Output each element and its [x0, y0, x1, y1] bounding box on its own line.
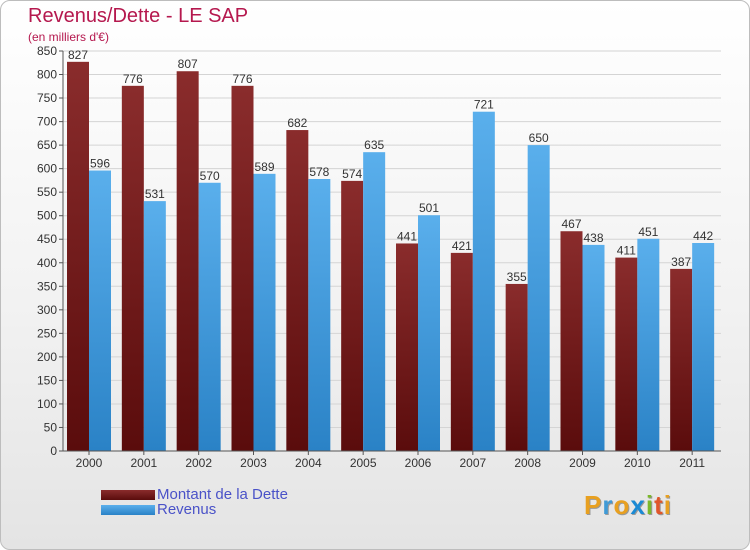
- bar-dette-value-label: 682: [287, 116, 307, 130]
- y-tick-label: 550: [37, 185, 57, 199]
- chart-subtitle: (en milliers d'€): [28, 30, 109, 44]
- logo-letter: P: [584, 490, 603, 520]
- bar-revenus-value-label: 578: [309, 165, 329, 179]
- bar-dette-value-label: 387: [671, 255, 691, 269]
- x-tick-label: 2000: [76, 456, 103, 470]
- bar-dette: [615, 257, 638, 451]
- bar-dette: [176, 71, 199, 451]
- legend-item-dette: Montant de la Dette: [101, 487, 288, 502]
- y-tick-label: 0: [50, 444, 57, 458]
- y-tick-label: 50: [44, 420, 58, 434]
- bar-dette-value-label: 807: [178, 57, 198, 71]
- bar-revenus: [582, 244, 605, 451]
- bar-revenus: [637, 238, 660, 451]
- bar-dette: [670, 268, 693, 451]
- y-tick-label: 700: [37, 115, 57, 129]
- x-tick-label: 2005: [350, 456, 377, 470]
- y-tick-label: 250: [37, 326, 57, 340]
- y-tick-label: 650: [37, 138, 57, 152]
- bar-revenus-value-label: 650: [529, 131, 549, 145]
- bar-dette-value-label: 827: [68, 48, 88, 62]
- bar-revenus-value-label: 589: [254, 160, 274, 174]
- legend-swatch-revenus: [101, 504, 155, 515]
- x-tick-label: 2006: [405, 456, 432, 470]
- bar-dette-value-label: 467: [561, 217, 581, 231]
- bar-dette: [396, 243, 418, 451]
- x-tick-label: 2003: [240, 456, 267, 470]
- bar-dette-value-label: 411: [617, 244, 636, 258]
- bar-dette-value-label: 574: [342, 167, 362, 181]
- y-tick-label: 300: [37, 303, 57, 317]
- bar-revenus-value-label: 438: [583, 231, 603, 245]
- legend-item-revenus: Revenus: [101, 502, 288, 517]
- y-tick-label: 450: [37, 232, 57, 246]
- logo-letter: o: [613, 490, 631, 520]
- bar-revenus: [143, 201, 166, 451]
- bar-revenus-value-label: 531: [145, 187, 165, 201]
- bar-dette: [505, 283, 528, 451]
- y-tick-label: 400: [37, 256, 57, 270]
- legend-swatch-dette: [101, 489, 155, 500]
- bar-revenus: [363, 152, 386, 452]
- y-tick-label: 750: [37, 91, 57, 105]
- bar-dette: [286, 130, 309, 451]
- bar-revenus: [527, 145, 550, 451]
- bar-revenus: [692, 243, 715, 451]
- bar-dette-value-label: 441: [397, 229, 417, 243]
- bar-revenus: [418, 215, 440, 451]
- y-tick-label: 850: [37, 44, 57, 58]
- bar-dette-value-label: 355: [507, 270, 527, 284]
- logo-letter: x: [630, 490, 646, 520]
- bar-revenus: [89, 170, 111, 451]
- x-tick-label: 2010: [624, 456, 651, 470]
- bar-revenus-value-label: 570: [200, 169, 220, 183]
- bar-revenus-value-label: 596: [90, 157, 110, 171]
- x-tick-label: 2007: [459, 456, 486, 470]
- bar-revenus-value-label: 442: [693, 229, 713, 243]
- y-tick-label: 500: [37, 209, 57, 223]
- bar-dette: [121, 85, 144, 451]
- bar-revenus: [472, 111, 495, 452]
- y-tick-label: 350: [37, 279, 57, 293]
- legend-label-dette: Montant de la Dette: [157, 486, 288, 503]
- bar-revenus-value-label: 451: [638, 225, 658, 239]
- x-tick-label: 2009: [569, 456, 596, 470]
- y-tick-label: 100: [37, 397, 57, 411]
- chart-title: Revenus/Dette - LE SAP: [28, 5, 249, 27]
- logo-letter: i: [645, 490, 655, 520]
- bar-dette-value-label: 776: [123, 72, 143, 86]
- y-tick-label: 800: [37, 68, 57, 82]
- bar-revenus: [308, 179, 331, 451]
- bar-dette-value-label: 421: [452, 239, 472, 253]
- proxiti-logo: Proxiti: [584, 490, 672, 521]
- bar-revenus: [253, 173, 276, 451]
- bar-revenus: [198, 182, 221, 451]
- bar-revenus-value-label: 501: [419, 201, 439, 215]
- bar-dette: [560, 231, 583, 451]
- legend-label-revenus: Revenus: [157, 501, 217, 518]
- bar-dette: [231, 85, 254, 451]
- bar-dette: [67, 61, 89, 452]
- x-tick-label: 2011: [679, 456, 705, 470]
- logo-letter: r: [602, 490, 614, 520]
- bar-dette-value-label: 776: [232, 72, 252, 86]
- x-tick-label: 2008: [514, 456, 541, 470]
- x-tick-label: 2004: [295, 456, 322, 470]
- bar-dette: [341, 180, 364, 451]
- x-tick-label: 2002: [185, 456, 212, 470]
- y-tick-label: 600: [37, 162, 57, 176]
- bar-revenus-value-label: 635: [364, 138, 384, 152]
- y-tick-label: 150: [37, 373, 57, 387]
- y-tick-label: 200: [37, 350, 57, 364]
- logo-letter: i: [663, 490, 672, 520]
- bar-dette: [450, 252, 473, 451]
- legend: Montant de la Dette Revenus: [101, 487, 288, 517]
- bar-revenus-value-label: 721: [474, 98, 494, 112]
- x-tick-label: 2001: [130, 456, 157, 470]
- logo-letter: t: [654, 490, 664, 520]
